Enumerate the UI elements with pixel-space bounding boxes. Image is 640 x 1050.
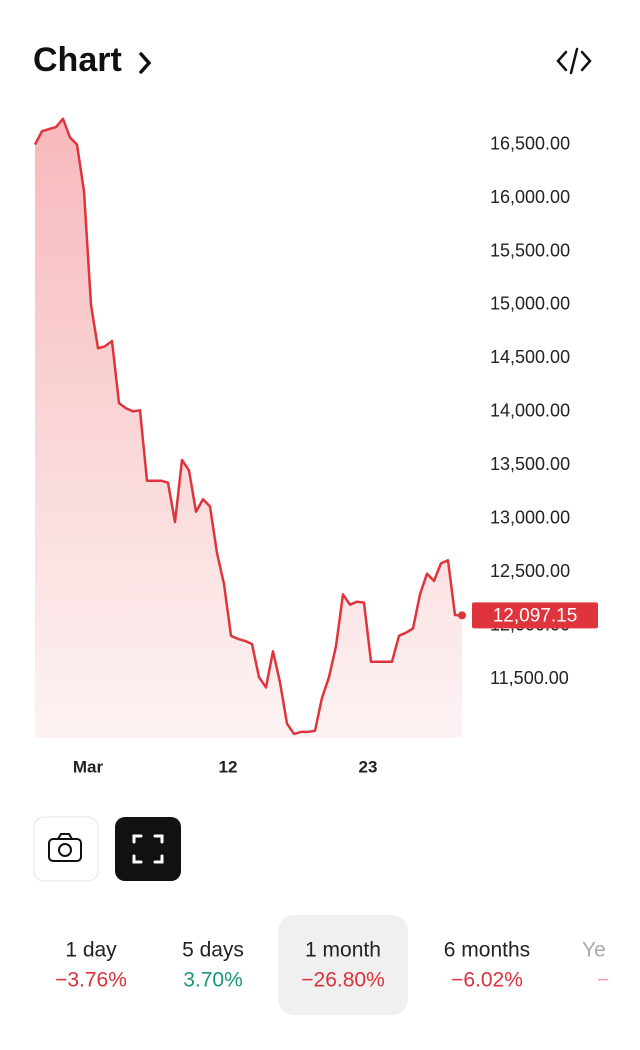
x-tick-label: Mar (73, 757, 104, 776)
y-tick-label: 16,000.00 (490, 187, 570, 207)
period-change[interactable]: −26.80% (301, 969, 385, 992)
y-tick-label: 12,500.00 (490, 561, 570, 581)
y-tick-label: 14,000.00 (490, 401, 570, 421)
period-tabs: 1 day −3.76% 5 days 3.70% 1 month −26.80% 6 mo… (55, 915, 609, 1015)
y-tick-label: 13,500.00 (490, 454, 570, 474)
period-change[interactable]: 3.70% (183, 969, 243, 992)
period-change[interactable]: −6.02% (451, 969, 523, 992)
period-label[interactable]: 1 month (305, 939, 381, 962)
chart: 11,500.0012,000.0012,500.0013,000.0013,5… (33, 117, 598, 776)
title[interactable]: Chart (33, 41, 122, 79)
y-tick-label: 15,000.00 (490, 294, 570, 314)
camera-button[interactable] (33, 816, 99, 882)
y-tick-label: 16,500.00 (490, 133, 570, 153)
fullscreen-button[interactable] (115, 817, 181, 881)
x-tick-label: 12 (219, 757, 238, 776)
period-label[interactable]: 1 day (65, 939, 117, 962)
y-tick-label: 13,000.00 (490, 508, 570, 528)
y-tick-label: 11,500.00 (490, 668, 569, 688)
last-price-label: 12,097.15 (493, 605, 578, 626)
code-icon[interactable] (556, 47, 592, 75)
last-price-box (472, 602, 598, 629)
chevron[interactable] (139, 52, 152, 74)
y-tick-label: 14,500.00 (490, 347, 570, 367)
price-line (33, 117, 463, 736)
period-change[interactable]: −3.76% (55, 969, 127, 992)
x-tick-label: 23 (359, 757, 378, 776)
selected-tab (278, 915, 408, 1015)
period-change[interactable]: − (597, 969, 609, 992)
y-tick-label: 15,500.00 (490, 240, 570, 260)
period-label[interactable]: 6 months (444, 939, 530, 962)
area (35, 118, 462, 739)
period-label[interactable]: Ye (582, 939, 606, 962)
last-point (458, 611, 466, 620)
period-label[interactable]: 5 days (182, 939, 244, 962)
